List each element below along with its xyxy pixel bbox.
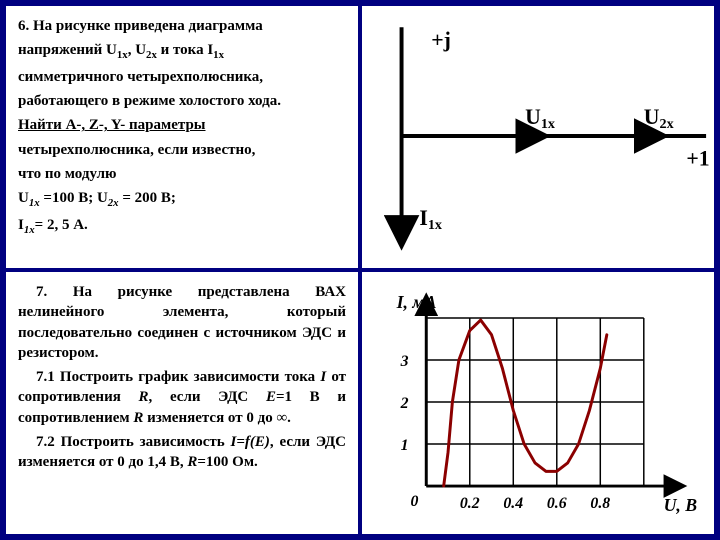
p6-l8e: = 200 В; <box>119 190 176 206</box>
p7-2e: E <box>266 389 276 405</box>
p6-l5: Найти A-, Z-, Y- параметры <box>18 115 346 135</box>
p7-3eq: I=f(E) <box>231 434 270 450</box>
p7-2a: 7.1 Построить график зависимости тока <box>36 369 320 385</box>
p7-2c: , если ЭДС <box>149 389 266 405</box>
problem-7-text: 7. На рисунке представлена ВАХ нелинейно… <box>4 270 360 536</box>
p6-l8d: 2х <box>108 197 119 209</box>
p6-l2c: , U <box>128 42 146 58</box>
svg-text:1: 1 <box>401 437 409 454</box>
p6-l3: симметричного четырехполюсника, <box>18 67 346 87</box>
p6-l2b: 1х <box>117 49 128 61</box>
p6-l2e: и тока I <box>157 42 213 58</box>
svg-text:0.4: 0.4 <box>503 495 523 512</box>
p6-l8a: U <box>18 190 29 206</box>
svg-text:3: 3 <box>400 353 409 370</box>
svg-text:+1: +1 <box>686 147 709 171</box>
p6-l2f: 1х <box>213 49 224 61</box>
p7-3r: R <box>187 454 197 470</box>
svg-text:+j: +j <box>431 28 451 52</box>
p7-2r2: R <box>133 410 143 426</box>
p7-3a: 7.2 Построить зависимость <box>36 434 231 450</box>
p6-l9c: = 2, 5 А. <box>35 217 88 233</box>
p6-l9b: 1х <box>24 224 35 236</box>
svg-text:U2х: U2х <box>644 105 674 132</box>
p6-l2a: напряжений U <box>18 42 117 58</box>
svg-text:0.6: 0.6 <box>547 495 567 512</box>
svg-text:0: 0 <box>410 493 418 510</box>
svg-text:U, В: U, В <box>664 495 698 515</box>
svg-text:I1х: I1х <box>419 206 442 233</box>
p7-3c: =100 Ом. <box>197 454 257 470</box>
svg-text:I, мА: I, мА <box>396 292 437 312</box>
p6-l8c: =100 В; U <box>40 190 108 206</box>
p6-l2d: 2х <box>146 49 157 61</box>
p6-l4: работающего в режиме холостого хода. <box>18 91 346 111</box>
svg-text:0.8: 0.8 <box>590 495 610 512</box>
phasor-diagram: +j U1х U2х +1 I1х <box>360 4 716 270</box>
p6-l6: четырехполюсника, если известно, <box>18 140 346 160</box>
p6-l1: 6. На рисунке приведена диаграмма <box>18 18 263 34</box>
p6-l8b: 1х <box>29 197 40 209</box>
svg-text:0.2: 0.2 <box>460 495 480 512</box>
p6-l7: что по модулю <box>18 164 346 184</box>
problem-6-text: 6. На рисунке приведена диаграмма напряж… <box>4 4 360 270</box>
svg-text:2: 2 <box>400 395 409 412</box>
iv-chart: I, мА U, В 1 2 3 0.2 0.4 0.6 0.8 0 <box>360 270 716 536</box>
p7-p1: 7. На рисунке представлена ВАХ нелинейно… <box>18 282 346 363</box>
p7-2r: R <box>139 389 149 405</box>
p7-2e2: изменяется от 0 до ∞. <box>143 410 291 426</box>
svg-text:U1х: U1х <box>525 105 555 132</box>
